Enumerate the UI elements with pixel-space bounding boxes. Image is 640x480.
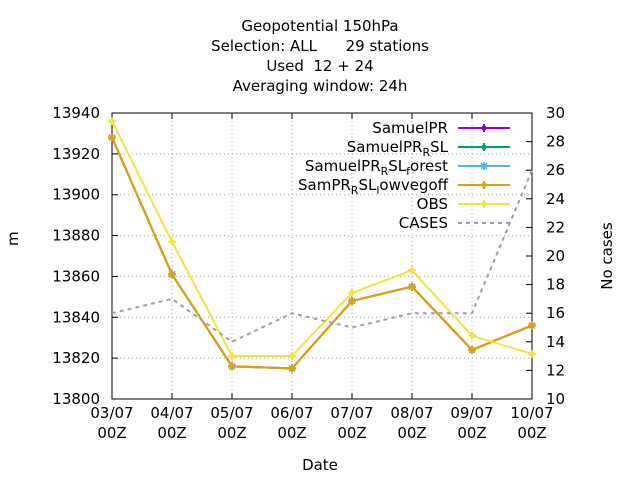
legend-label: SamuelPRRSL: [347, 138, 449, 159]
data-point-4-1: [168, 237, 176, 246]
y2-tick-label: 30: [546, 104, 565, 122]
y-tick-label: 13900: [52, 186, 100, 204]
data-point-3-7: [528, 321, 536, 330]
x-tick-label: 08/07 00Z: [390, 404, 433, 442]
chart-title-line-3: Used 12 + 24: [266, 57, 374, 75]
series-line-5: [111, 169, 533, 343]
data-point-4-4: [348, 288, 356, 297]
data-point-4-5: [408, 266, 416, 275]
y-tick-label: 13940: [52, 104, 100, 122]
data-point-3-2: [228, 362, 236, 371]
series-line-4: [111, 120, 533, 358]
y2-tick-label: 16: [546, 304, 565, 322]
x-tick-label: 06/07 00Z: [270, 404, 313, 442]
data-point-4-2: [228, 352, 236, 361]
legend-label: SamPRRSLlowvegoff: [298, 176, 449, 197]
x-tick-label: 04/07 00Z: [150, 404, 193, 442]
legend-swatch-marker: [480, 200, 488, 208]
y2-tick-label: 24: [546, 190, 565, 208]
legend-swatch-marker: [480, 143, 488, 151]
y-tick-label: 13920: [52, 145, 100, 163]
x-tick-label: 09/07 00Z: [450, 404, 493, 442]
series-line-3: [111, 137, 533, 370]
chart-title-line-1: Geopotential 150hPa: [241, 17, 399, 35]
x-axis-label: Date: [302, 456, 338, 474]
chart-title-line-4: Averaging window: 24h: [232, 77, 408, 95]
legend-swatch-marker: [480, 162, 488, 170]
data-point-3-4: [348, 296, 356, 305]
data-point-4-3: [288, 352, 296, 361]
data-point-3-6: [468, 345, 476, 354]
y2-tick-label: 22: [546, 218, 565, 236]
plot-frame: [111, 112, 533, 400]
data-point-3-0: [108, 133, 116, 142]
legend-label: CASES: [399, 214, 448, 232]
y2-tick-label: 12: [546, 361, 565, 379]
y-tick-label: 13880: [52, 227, 100, 245]
legend-label: OBS: [417, 195, 448, 213]
legend-swatch-marker: [480, 181, 488, 189]
y2-tick-label: 20: [546, 247, 565, 265]
x-tick-label: 03/07 00Z: [90, 404, 133, 442]
y-tick-label: 13800: [52, 390, 100, 408]
y2-tick-label: 26: [546, 161, 565, 179]
y2-tick-label: 18: [546, 276, 565, 294]
y-tick-label: 13820: [52, 349, 100, 367]
legend-label: SamuelPR: [372, 119, 448, 137]
y2-tick-label: 28: [546, 133, 565, 151]
x-tick-label: 05/07 00Z: [210, 404, 253, 442]
y2-tick-label: 14: [546, 333, 565, 351]
legend-label: SamuelPRRSLforest: [305, 157, 448, 178]
data-point-4-0: [108, 117, 116, 126]
data-point-3-5: [408, 282, 416, 291]
x-tick-label: 07/07 00Z: [330, 404, 373, 442]
data-point-4-7: [528, 350, 536, 359]
data-point-3-3: [288, 364, 296, 373]
data-point-3-1: [168, 270, 176, 279]
chart-title-line-2: Selection: ALL 29 stations: [211, 37, 429, 55]
y-tick-label: 13840: [52, 308, 100, 326]
data-point-4-6: [468, 331, 476, 340]
legend-swatch-marker: [480, 124, 488, 132]
x-tick-label: 10/07 00Z: [510, 404, 553, 442]
y2-tick-label: 10: [546, 390, 565, 408]
y-tick-label: 13860: [52, 267, 100, 285]
